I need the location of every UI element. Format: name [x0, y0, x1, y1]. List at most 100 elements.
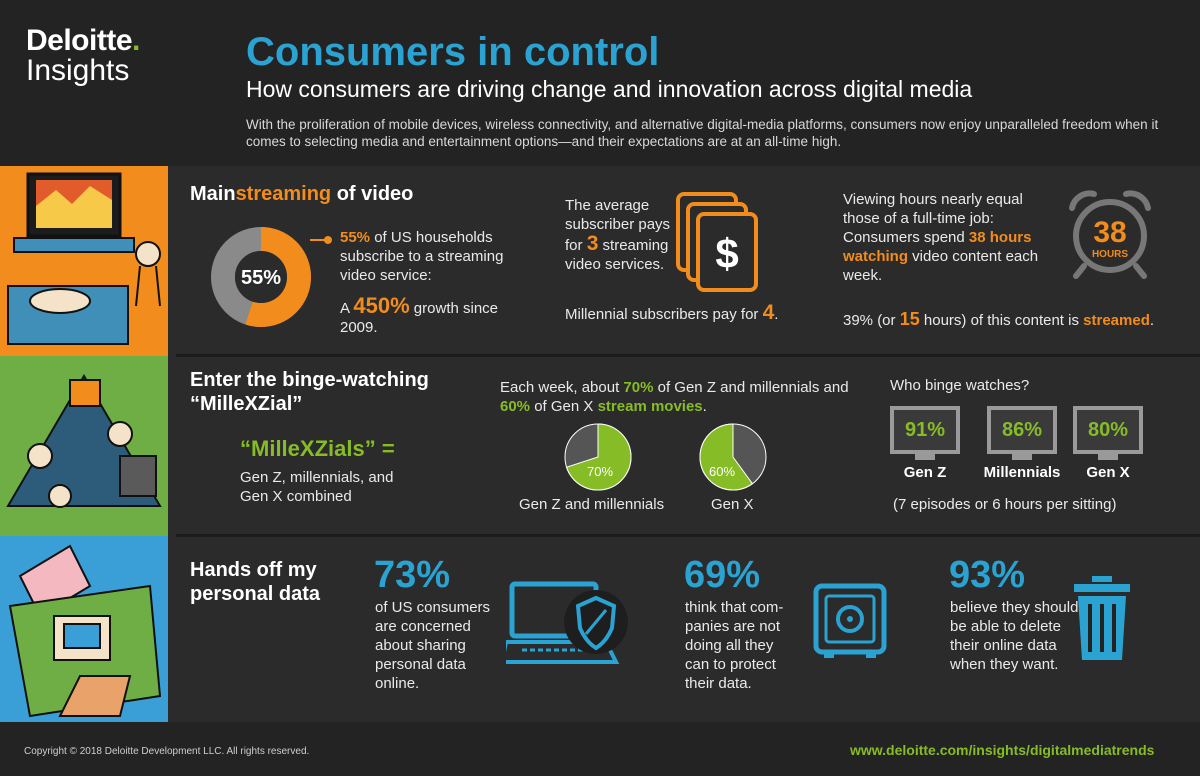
growth-value: 450% — [353, 293, 410, 318]
sec1-title-b: streaming — [235, 183, 332, 205]
pie-genx-slice — [699, 423, 754, 491]
delete-text: believe they should be able to delete th… — [950, 599, 1079, 673]
week-text-a: Each week, about — [500, 379, 624, 396]
avg-text-a: The average subscriber pays for — [565, 197, 671, 254]
view-text-a: Viewing hours nearly equal those of a fu… — [843, 191, 1023, 246]
pie-genx-caption: Gen X — [711, 496, 754, 513]
mill-end: . — [774, 306, 779, 323]
section-divider — [176, 354, 1200, 357]
binge-millennials-pct: 86% — [1001, 418, 1043, 441]
avg-text-b: streaming video services. — [565, 237, 669, 273]
donut-hole — [235, 251, 287, 303]
monitor-stand — [1098, 454, 1118, 460]
sec2-title: Enter the binge-watching “MilleXZial” — [190, 369, 429, 415]
brand-dot: . — [132, 24, 140, 57]
avg-subscriber-stat: The average subscriber pays for 3 stream… — [565, 196, 675, 274]
section-streaming — [0, 166, 1200, 356]
mill-text: Millennial subscribers pay for — [565, 306, 763, 323]
living-room-illustration — [7, 172, 161, 345]
avg-num: 3 — [586, 232, 599, 255]
page-intro: With the proliferation of mobile devices… — [246, 117, 1159, 149]
trash-can-icon — [1074, 576, 1130, 660]
sec1-title: Mainstreaming of video — [190, 182, 413, 206]
millennial-subscriber-stat: Millennial subscribers pay for 4. — [565, 301, 825, 324]
growth-post: growth since 2009. — [340, 300, 499, 336]
households-stat: 55% of US households subscribe to a stre… — [340, 228, 540, 285]
binge-genz: 91% Gen Z — [888, 406, 962, 481]
week-text-c: of Gen X — [530, 398, 598, 415]
monitor-icon: 86% — [987, 406, 1057, 454]
binge-genz-pct: 91% — [904, 418, 946, 441]
binge-note: (7 episodes or 6 hours per sitting) — [893, 496, 1117, 513]
page-title: Consumers in control — [246, 30, 660, 74]
weekly-streaming-stat: Each week, about 70% of Gen Z and millen… — [500, 378, 860, 416]
sec1-title-c: of video — [331, 183, 414, 205]
week-highlight: stream movies — [597, 398, 703, 415]
pie-genz-millennials-caption: Gen Z and millennials — [519, 496, 665, 513]
donut-pointer-dot — [324, 236, 332, 244]
binge-room-illustration — [6, 374, 162, 508]
sec1-title-a: Main — [190, 183, 236, 205]
binge-millennials-label: Millennials — [983, 464, 1061, 481]
pie-genx: 60% — [699, 423, 767, 491]
view-highlight: 38 hours watching — [843, 229, 1032, 265]
view-text-b: video content each week. — [843, 248, 1039, 284]
donut-label: 55% — [241, 267, 281, 289]
safe-icon — [813, 583, 887, 658]
growth-stat: A 450% growth since 2009. — [340, 293, 510, 337]
binge-genx: 80% Gen X — [1071, 406, 1145, 481]
millexzials-definition: Gen Z, millennials, and Gen X combined — [240, 469, 394, 505]
laptop-shield-icon — [506, 581, 628, 664]
streamed-share-stat: 39% (or 15 hours) of this content is str… — [843, 310, 1193, 330]
cards-dollar-icon: $ — [676, 192, 758, 292]
brand-name: Deloitte — [26, 24, 133, 57]
concerned-pct: 73% — [374, 554, 451, 596]
monitor-stand — [1012, 454, 1032, 460]
companies-text: think that com-panies are not doing all … — [685, 599, 784, 692]
sec3-title: Hands off my personal data — [190, 559, 321, 605]
donut-fill — [211, 227, 311, 327]
brand-logo: Deloitte. — [26, 24, 140, 58]
stream-end: . — [1149, 312, 1155, 329]
delete-pct: 93% — [949, 554, 1026, 596]
households-pct: 55% — [340, 229, 371, 246]
monitor-icon: 91% — [890, 406, 960, 454]
hacker-room-illustration — [8, 544, 162, 718]
millexzials-definition-title: “MilleXZials” = — [240, 436, 395, 461]
stream-text-a: 39% (or — [843, 312, 900, 329]
monitor-stand — [915, 454, 935, 460]
viewing-hours-stat: Viewing hours nearly equal those of a fu… — [843, 190, 1063, 285]
stream-text-b: hours) of this content is — [919, 312, 1084, 329]
mill-num: 4 — [762, 301, 775, 324]
illustration-binge-room — [0, 356, 168, 536]
copyright: Copyright © 2018 Deloitte Development LL… — [24, 746, 310, 757]
binge-genx-label: Gen X — [1086, 464, 1130, 481]
footer-url-link[interactable]: www.deloitte.com/insights/digitalmediatr… — [850, 742, 1155, 758]
binge-genx-pct: 80% — [1087, 418, 1129, 441]
page-subtitle: How consumers are driving change and inn… — [246, 76, 973, 102]
streaming-donut: 55% — [211, 227, 332, 327]
pie-genz-millennials-slice — [565, 423, 632, 491]
stream-num: 15 — [899, 309, 920, 329]
monitor-icon: 80% — [1073, 406, 1143, 454]
dollar-symbol: $ — [715, 230, 738, 277]
brand-sub: Insights — [26, 54, 130, 87]
illustration-living-room — [0, 166, 168, 356]
pie-genz-millennials-label: 70% — [587, 464, 613, 479]
week-text-b: of Gen Z and millennials and — [653, 379, 849, 396]
week-end: . — [702, 398, 707, 415]
binge-millennials: 86% Millennials — [972, 406, 1072, 481]
concerned-text: of US consumers are concerned about shar… — [375, 599, 491, 692]
stream-highlight: streamed — [1083, 312, 1150, 329]
pie-genx-label: 60% — [709, 464, 735, 479]
growth-pre: A — [340, 300, 354, 317]
illustration-hacker-room — [0, 536, 168, 722]
pie-genz-millennials: 70% — [564, 423, 632, 491]
who-binge-title: Who binge watches? — [890, 377, 1030, 394]
binge-genz-label: Gen Z — [903, 464, 947, 481]
households-text: of US households subscribe to a streamin… — [340, 229, 504, 284]
section-divider — [176, 534, 1200, 537]
week-60: 60% — [500, 398, 531, 415]
companies-pct: 69% — [684, 554, 761, 596]
clock-number: 38 — [1093, 216, 1126, 249]
